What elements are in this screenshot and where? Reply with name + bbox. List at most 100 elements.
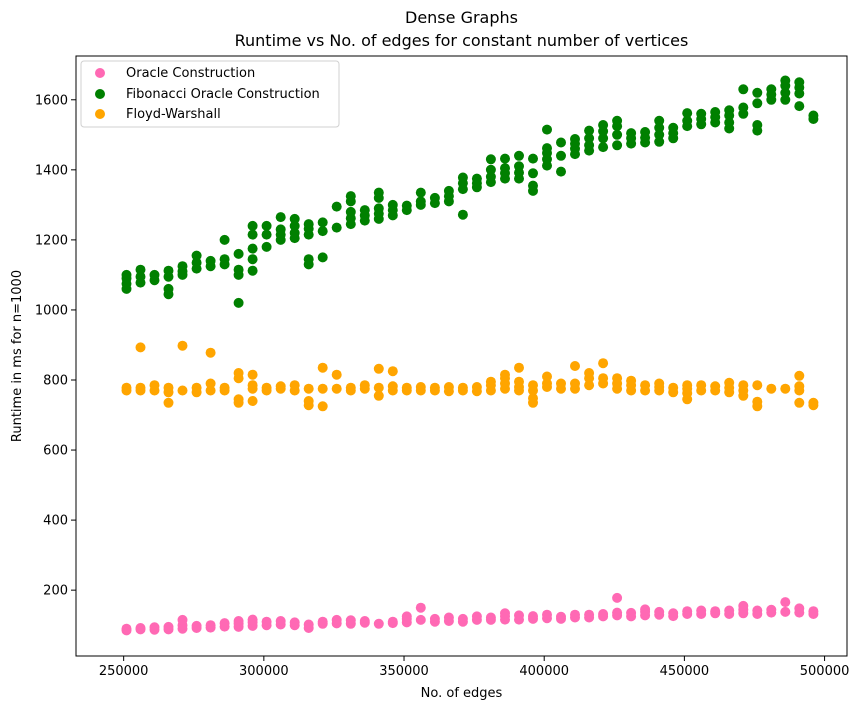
data-point xyxy=(640,604,651,615)
data-point xyxy=(654,129,665,140)
data-point xyxy=(485,171,496,182)
data-point xyxy=(528,611,538,622)
data-point xyxy=(387,199,398,210)
data-point xyxy=(682,380,693,391)
data-point xyxy=(766,383,777,394)
data-point xyxy=(626,128,637,139)
series-0-points xyxy=(121,592,819,636)
y-axis-label: Runtime in ms for n=1000 xyxy=(10,270,25,442)
data-point xyxy=(528,380,538,391)
data-point xyxy=(584,609,595,620)
data-point xyxy=(654,122,665,133)
data-point xyxy=(373,382,384,393)
data-point xyxy=(359,616,370,626)
data-point xyxy=(443,612,454,623)
data-point xyxy=(163,265,174,276)
data-point xyxy=(598,120,609,130)
data-point xyxy=(317,217,328,228)
data-point xyxy=(752,87,763,98)
data-point xyxy=(205,347,216,358)
data-point xyxy=(808,110,819,121)
data-point xyxy=(429,613,440,624)
data-point xyxy=(233,368,244,378)
data-point xyxy=(261,241,272,252)
data-point xyxy=(163,621,174,632)
data-point xyxy=(373,618,384,629)
data-point xyxy=(289,617,300,628)
data-point xyxy=(415,614,426,625)
data-point xyxy=(640,380,651,391)
y-tick-label: 200 xyxy=(43,584,68,599)
data-point xyxy=(654,136,665,147)
data-point xyxy=(317,616,328,627)
data-point xyxy=(317,383,328,394)
data-point xyxy=(205,620,216,631)
data-point xyxy=(261,382,272,393)
data-point xyxy=(317,362,328,373)
data-point xyxy=(514,362,524,373)
data-point xyxy=(443,185,454,196)
data-point xyxy=(752,396,763,407)
data-point xyxy=(514,150,524,161)
data-point xyxy=(135,382,146,393)
points-layer xyxy=(121,75,819,636)
y-tick-label: 1200 xyxy=(35,233,68,248)
ticks-layer: 250000 300000 350000 400000 450000 500000 200 4… xyxy=(35,93,849,679)
data-point xyxy=(710,606,721,617)
data-point xyxy=(794,101,805,112)
data-point xyxy=(233,264,244,275)
data-point xyxy=(542,371,552,382)
data-point xyxy=(247,254,258,265)
data-point xyxy=(303,619,314,630)
x-tick-label: 500000 xyxy=(800,664,850,679)
data-point xyxy=(640,127,651,137)
y-tick-label: 1600 xyxy=(35,93,68,108)
data-point xyxy=(457,613,468,624)
data-point xyxy=(303,396,314,406)
data-point xyxy=(485,376,496,387)
data-point xyxy=(247,369,258,380)
data-point xyxy=(275,616,286,626)
data-point xyxy=(696,108,707,119)
data-point xyxy=(500,163,510,174)
data-point xyxy=(528,393,538,404)
data-point xyxy=(794,397,805,408)
data-point xyxy=(485,612,496,623)
y-tick-label: 1400 xyxy=(35,163,68,178)
data-point xyxy=(500,369,510,380)
data-point xyxy=(780,87,791,98)
data-point xyxy=(345,206,356,217)
data-point xyxy=(233,297,244,308)
data-point xyxy=(247,243,258,254)
data-point xyxy=(654,606,665,617)
data-point xyxy=(584,368,595,378)
data-point xyxy=(584,380,595,391)
data-point xyxy=(724,377,735,388)
data-point xyxy=(528,153,538,164)
legend-marker-floyd-warshall xyxy=(95,109,105,119)
data-point xyxy=(542,143,552,154)
data-point xyxy=(556,611,566,622)
data-point xyxy=(303,219,314,230)
data-point xyxy=(177,261,188,272)
data-point xyxy=(612,607,623,618)
data-point xyxy=(794,603,805,614)
data-point xyxy=(373,390,384,401)
data-point xyxy=(696,605,707,616)
data-point xyxy=(668,382,679,393)
y-tick-label: 800 xyxy=(43,373,68,388)
data-point xyxy=(359,205,370,216)
data-point xyxy=(401,200,412,211)
data-point xyxy=(612,373,623,384)
data-point xyxy=(415,602,426,613)
data-point xyxy=(373,363,384,374)
data-point xyxy=(612,129,623,140)
data-point xyxy=(738,84,749,95)
x-tick-label: 250000 xyxy=(99,664,149,679)
data-point xyxy=(570,609,580,620)
data-point xyxy=(752,98,763,109)
data-point xyxy=(345,615,356,626)
data-point xyxy=(794,77,805,88)
data-point xyxy=(345,382,356,393)
